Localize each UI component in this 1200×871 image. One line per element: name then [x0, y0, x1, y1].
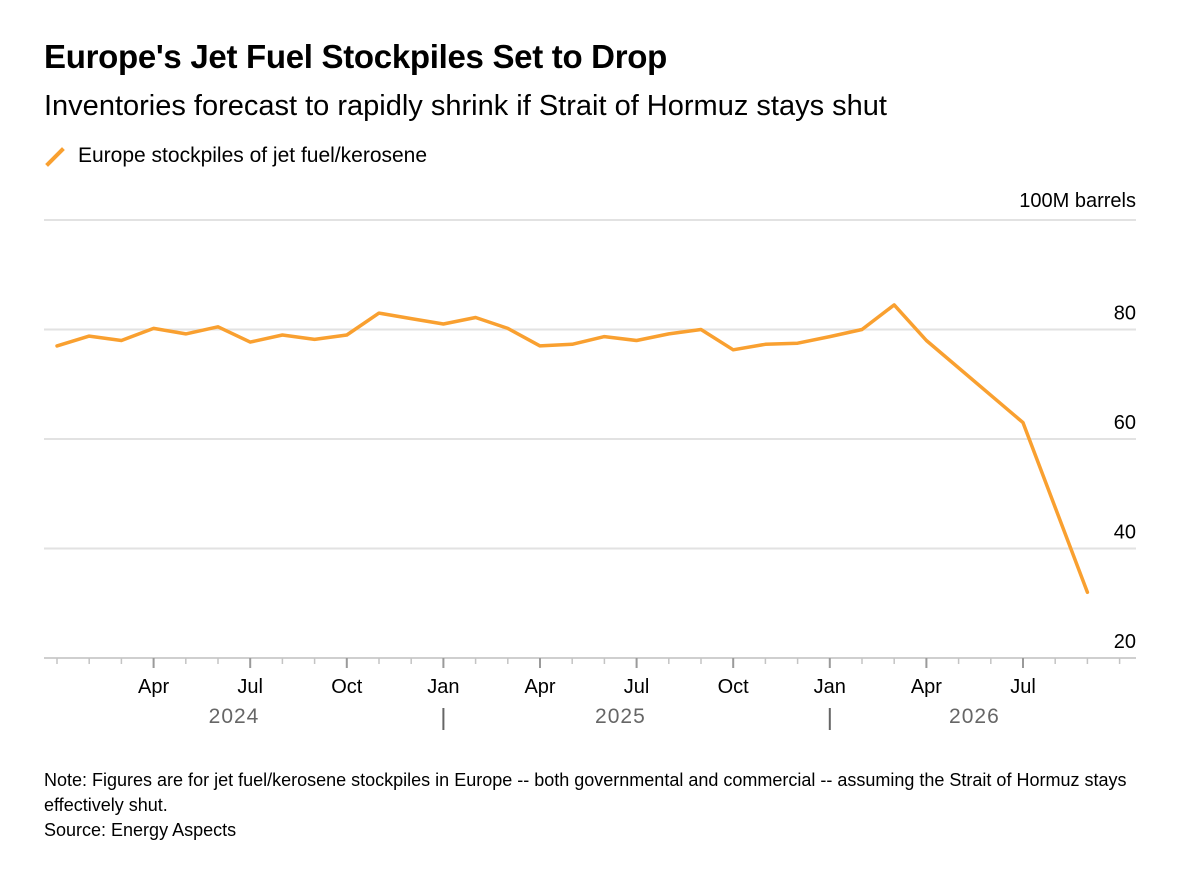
- legend: Europe stockpiles of jet fuel/kerosene: [44, 142, 427, 170]
- data-point: [313, 337, 317, 341]
- data-point: [860, 328, 864, 332]
- data-point: [699, 328, 703, 332]
- legend-swatch: [45, 147, 65, 167]
- series-line: [55, 303, 1090, 595]
- data-point: [1021, 421, 1025, 425]
- x-tick-label: Oct: [718, 676, 750, 698]
- x-tick-label: Jul: [1010, 676, 1036, 698]
- x-tick-label: Apr: [524, 676, 555, 698]
- data-point: [1085, 590, 1089, 594]
- data-point: [796, 341, 800, 345]
- x-tick-label: Jul: [237, 676, 263, 698]
- x-year-label: 2025: [595, 705, 646, 728]
- data-point: [924, 339, 928, 343]
- data-point: [345, 333, 349, 337]
- chart-subtitle: Inventories forecast to rapidly shrink i…: [44, 90, 887, 122]
- chart-title: Europe's Jet Fuel Stockpiles Set to Drop: [44, 38, 667, 75]
- data-point: [474, 316, 478, 320]
- legend-swatch-line: [45, 147, 65, 167]
- data-point: [409, 317, 413, 321]
- data-point: [248, 340, 252, 344]
- data-point: [538, 344, 542, 348]
- y-tick-label: 80: [1114, 303, 1136, 325]
- data-point: [667, 332, 671, 336]
- data-point: [731, 348, 735, 352]
- data-point: [119, 339, 123, 343]
- data-point: [763, 342, 767, 346]
- y-tick-label: 20: [1114, 631, 1136, 653]
- x-year-label: 2024: [209, 705, 260, 728]
- x-tick-label: Jul: [624, 676, 650, 698]
- data-point: [635, 339, 639, 343]
- x-tick-label: Oct: [331, 676, 363, 698]
- x-tick-label: Apr: [138, 676, 169, 698]
- data-point: [441, 322, 445, 326]
- y-axis-unit-label: 100M barrels: [1019, 190, 1136, 212]
- line-chart: 20 40 60 80 100M barrels Apr Jul Oct Jan Apr Jul Oc…: [44, 190, 1136, 730]
- data-point: [152, 326, 156, 330]
- data-point: [87, 334, 91, 338]
- x-year-label: 2026: [949, 705, 1000, 728]
- data-point: [280, 333, 284, 337]
- data-point: [184, 332, 188, 336]
- data-point: [506, 326, 510, 330]
- data-point: [570, 342, 574, 346]
- chart-note: Note: Figures are for jet fuel/kerosene …: [44, 770, 1127, 815]
- y-tick-label: 60: [1114, 412, 1136, 434]
- footnotes: Note: Figures are for jet fuel/kerosene …: [44, 768, 1154, 843]
- data-point: [828, 335, 832, 339]
- data-point: [216, 325, 220, 329]
- data-point: [377, 311, 381, 315]
- data-point: [55, 344, 59, 348]
- data-point: [892, 303, 896, 307]
- legend-label: Europe stockpiles of jet fuel/kerosene: [78, 144, 428, 167]
- x-tick-label: Jan: [427, 676, 459, 698]
- data-point: [602, 335, 606, 339]
- x-tick-label: Jan: [814, 676, 846, 698]
- chart-source: Source: Energy Aspects: [44, 820, 237, 840]
- x-tick-label: Apr: [911, 676, 942, 698]
- y-tick-label: 40: [1114, 522, 1136, 544]
